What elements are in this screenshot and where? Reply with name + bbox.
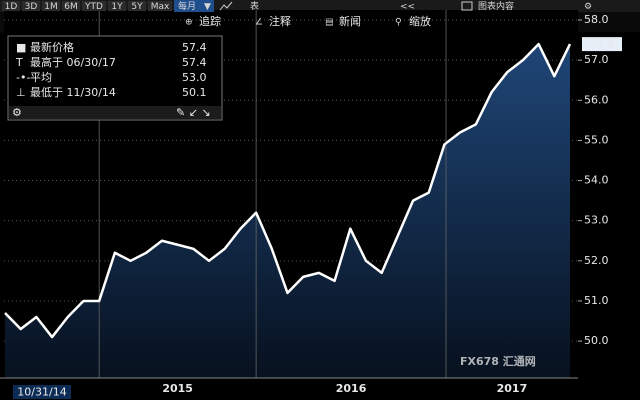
legend-label: 最低于 11/30/14 xyxy=(30,86,116,99)
settings-icon[interactable]: ⚙ xyxy=(584,2,592,12)
legend-label: 最新价格 xyxy=(30,40,74,54)
period-label: 1Y xyxy=(111,2,123,12)
period-label: YTD xyxy=(84,2,103,12)
legend-value: 50.1 xyxy=(182,86,207,99)
legend-footer xyxy=(9,106,221,119)
legend-value: 57.4 xyxy=(182,41,207,54)
area xyxy=(5,44,570,378)
table-button[interactable]: 表 xyxy=(250,0,259,12)
y-tick-label: 52.0 xyxy=(584,254,609,267)
value-label: 57.4 xyxy=(590,37,615,50)
legend-symbol: -•- xyxy=(16,71,30,84)
legend-value: 57.4 xyxy=(182,56,207,69)
legend-settings[interactable]: ⚙ xyxy=(12,106,22,119)
legend-symbol: ■ xyxy=(16,41,26,54)
y-tick-label: 50.0 xyxy=(584,334,609,347)
frequency-arrow: ▼ xyxy=(204,2,211,12)
x-label-box xyxy=(13,385,71,399)
value-label-box xyxy=(582,37,622,52)
tool-label[interactable]: 新闻 xyxy=(339,14,361,28)
legend-value: 53.0 xyxy=(182,71,207,84)
period-button[interactable] xyxy=(2,1,20,11)
watermark: FX678 汇通网 xyxy=(460,355,536,368)
y-tick-label: 57.0 xyxy=(584,53,609,66)
tool-icon[interactable]: ∠ xyxy=(255,18,263,28)
y-tick-label: 55.0 xyxy=(584,133,609,146)
x-period-label: 2016 xyxy=(336,382,367,395)
period-button[interactable] xyxy=(128,1,146,11)
chart-contents[interactable]: 图表内容 xyxy=(478,0,514,12)
period-button[interactable] xyxy=(82,1,106,11)
frequency-label: 每月 xyxy=(178,0,196,12)
period-button[interactable] xyxy=(108,1,126,11)
tool-label[interactable]: 缩放 xyxy=(409,14,431,28)
period-button[interactable] xyxy=(148,1,172,11)
tool-icon[interactable]: ▤ xyxy=(325,18,334,28)
y-tick-label: 54.0 xyxy=(584,174,609,187)
period-button[interactable] xyxy=(62,1,80,11)
y-tick-label: 56.0 xyxy=(584,93,609,106)
period-label: Max xyxy=(151,2,170,12)
x-axis-strip xyxy=(0,378,640,400)
x-tick-label: 10/31/14 xyxy=(17,386,66,399)
legend-symbol: ⊥ xyxy=(16,86,26,99)
period-label: 1M xyxy=(44,2,58,12)
period-label: 3D xyxy=(25,2,38,12)
line xyxy=(4,42,572,339)
x-period-label: 2015 xyxy=(162,382,193,395)
chart-icon[interactable] xyxy=(219,1,233,11)
collapse-button[interactable]: << xyxy=(400,2,415,12)
contents-icon[interactable] xyxy=(461,1,473,11)
y-tick-label: 51.0 xyxy=(584,294,609,307)
y-tick-label: 58.0 xyxy=(584,13,609,26)
legend-label: 平均 xyxy=(30,71,52,84)
period-label: 6M xyxy=(64,2,78,12)
period-label: 5Y xyxy=(131,2,143,12)
tool-label[interactable]: 追踪 xyxy=(199,14,221,28)
legend-label: 最高于 06/30/17 xyxy=(30,55,116,69)
period-button[interactable] xyxy=(42,1,60,11)
tool-icon[interactable]: ⚲ xyxy=(395,18,402,28)
tool-label[interactable]: 注释 xyxy=(269,14,291,28)
legend-symbol: T xyxy=(15,56,23,69)
frequency-button[interactable] xyxy=(174,0,214,12)
tool-icon[interactable]: ⊕ xyxy=(185,18,193,28)
period-label: 1D xyxy=(5,2,18,12)
y-tick-label: 53.0 xyxy=(584,214,609,227)
legend-controls[interactable]: ✎ ↙ ↘ xyxy=(176,106,211,119)
x-period-label: 2017 xyxy=(497,382,528,395)
period-button[interactable] xyxy=(22,1,40,11)
